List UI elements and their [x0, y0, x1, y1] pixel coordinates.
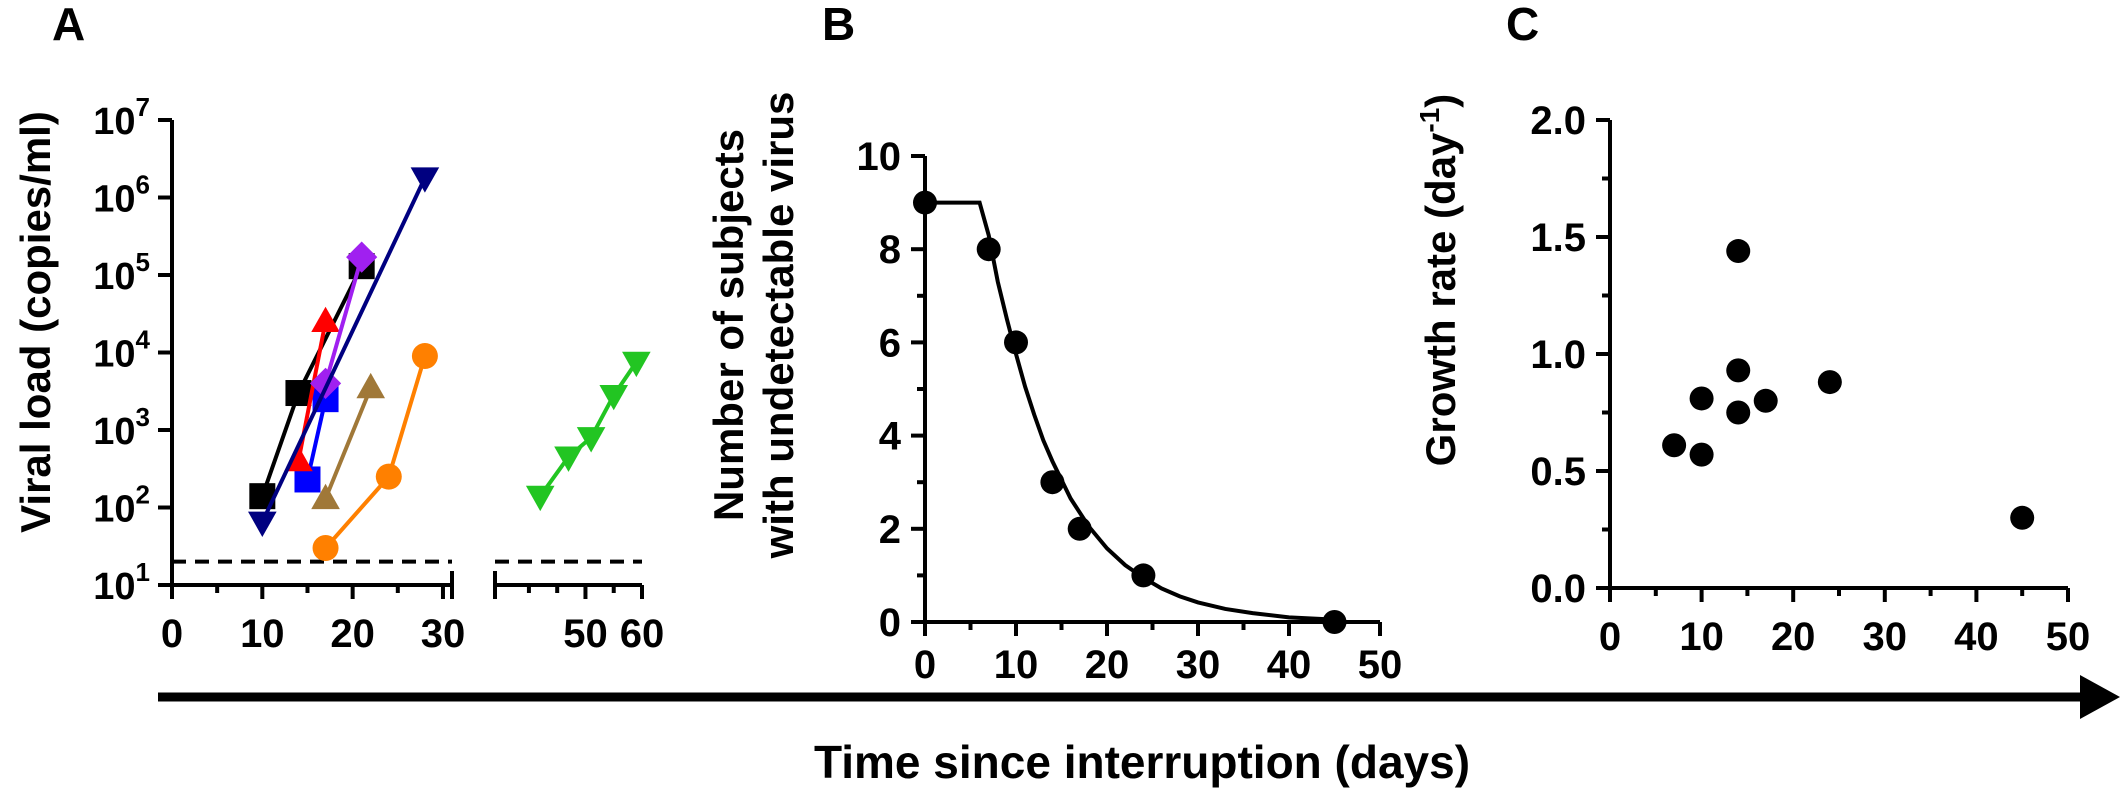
panel-a-y-tick-label: 104 [93, 325, 150, 376]
panel-c-y-tick-label: 0.0 [1530, 567, 1586, 611]
panel-c-chart: Growth rate (day-1) 0.0 0.5 1.0 1.5 2.0 0 10 20… [1414, 94, 2090, 659]
panel-b-chart: Number of subjects with undetectable vir… [705, 92, 1402, 687]
panel-b-data-point [1004, 330, 1028, 355]
panel-c-data-point [1753, 388, 1778, 413]
panel-c-y-tick-label: 1.0 [1530, 333, 1586, 377]
panel-c-ylabel: Growth rate (day-1) [1414, 94, 1464, 467]
panel-a-series-3-marker [346, 241, 378, 273]
panel-a-series-6-marker [312, 535, 339, 562]
panel-a-x-tick-label: 60 [620, 612, 665, 656]
panel-a-y-tick-label: 107 [93, 92, 150, 143]
panel-a-series-7-marker [525, 485, 555, 512]
panel-a-series-3-marker [309, 367, 342, 399]
panel-c-y-tick-label: 1.5 [1530, 216, 1586, 260]
panel-a-series-line-4 [260, 176, 427, 523]
panel-a-y-tick-label: 105 [93, 247, 150, 298]
panel-a-series-6-marker [375, 463, 402, 490]
panel-c-x-tick-label: 20 [1771, 615, 1816, 659]
panel-a-x-tick-label: 0 [161, 612, 183, 656]
panel-a-series-4-marker [410, 167, 440, 193]
time-axis-label: Time since interruption (days) [814, 736, 1470, 788]
panel-b-y-tick-label: 2 [879, 508, 901, 552]
panel-c-y-tick-label: 2.0 [1530, 99, 1586, 143]
panel-b-x-tick-label: 40 [1267, 643, 1312, 687]
panel-a-series-0-marker [285, 380, 312, 407]
panel-a-x-tick-label: 50 [563, 612, 608, 656]
panel-a-ylabel: Viral load (copies/ml) [12, 111, 59, 533]
panel-b-data-point [1131, 563, 1156, 588]
panel-b-ylabel-line1: Number of subjects [705, 129, 752, 521]
panel-a-chart: Viral load (copies/ml) 101 102 103 104 105 10… [12, 92, 664, 656]
panel-a-series-4-marker [248, 511, 277, 537]
panel-b-ylabel-line2: with undetectable virus [755, 92, 802, 560]
panel-b-data-point [913, 190, 937, 215]
panel-c-data-point [2010, 505, 2035, 530]
panel-a-series-2-marker [311, 306, 340, 333]
panel-c-data-point [1726, 239, 1751, 264]
panel-b-y-tick-label: 6 [879, 321, 901, 365]
panel-b-data-point [1322, 610, 1347, 634]
time-arrow [158, 675, 2120, 719]
panel-a-x-tick-label: 30 [421, 612, 466, 656]
panel-c-data-point [1662, 433, 1687, 458]
panel-a-series-7-marker [622, 351, 651, 378]
panel-c-data-point [1689, 442, 1714, 467]
panel-c-x-tick-label: 30 [1863, 615, 1908, 659]
panel-c-x-tick-label: 40 [1954, 615, 1999, 659]
panel-a-x-tick-label: 20 [330, 612, 375, 656]
panel-a-y-tick-label: 101 [93, 557, 150, 608]
panel-a-series-line-3 [323, 256, 364, 384]
panel-b-data-point [976, 237, 1001, 262]
panel-a-series-7-marker [576, 427, 606, 453]
panel-c-x-tick-label: 10 [1679, 615, 1724, 659]
panel-a-series-5-marker [356, 372, 386, 399]
panel-c-x-tick-label: 0 [1599, 615, 1621, 659]
panel-b-x-tick-label: 20 [1085, 643, 1130, 687]
panel-c-ylabel-sup: -1 [1414, 108, 1445, 133]
panel-b-x-tick-label: 0 [914, 643, 936, 687]
panel-a-series-7-marker [554, 446, 583, 472]
panel-c-ylabel-end: ) [1417, 94, 1464, 108]
panel-b-x-tick-label: 10 [994, 643, 1039, 687]
panel-b-x-tick-label: 50 [1358, 643, 1403, 687]
panel-a-y-tick-label: 103 [93, 402, 150, 453]
panel-a-series-6-marker [411, 343, 438, 370]
panel-c-ylabel-main: Growth rate (day [1417, 132, 1464, 466]
panel-c-data-point [1726, 358, 1751, 383]
panel-a-series-line-5 [323, 387, 373, 500]
panel-c-data-point [1817, 370, 1842, 395]
panel-b-x-tick-label: 30 [1176, 643, 1221, 687]
time-arrow-head [2080, 675, 2120, 719]
panel-b-y-tick-label: 8 [879, 228, 901, 272]
panel-label-c: C [1506, 0, 1539, 50]
panel-a-y-tick-label: 106 [93, 170, 150, 221]
panel-b-y-tick-label: 0 [879, 601, 901, 645]
panel-c-data-point [1726, 400, 1751, 425]
panel-b-fit-curve [925, 200, 1335, 622]
panel-a-y-tick-label: 102 [93, 480, 150, 531]
panel-label-a: A [52, 0, 85, 50]
panel-a-series-line-1 [305, 398, 328, 480]
panel-label-b: B [822, 0, 855, 50]
panel-a-x-tick-label: 10 [240, 612, 285, 656]
panel-c-data-point [1689, 386, 1714, 411]
panel-c-y-tick-label: 0.5 [1530, 450, 1586, 494]
panel-a-series-5-marker [311, 483, 340, 510]
panel-b-data-point [1067, 516, 1092, 541]
panel-b-y-tick-label: 10 [857, 135, 902, 179]
panel-b-data-point [1040, 470, 1065, 495]
panel-b-y-tick-label: 4 [879, 415, 902, 459]
panel-c-x-tick-label: 50 [2046, 615, 2091, 659]
panel-a-series-7-marker [599, 384, 629, 411]
